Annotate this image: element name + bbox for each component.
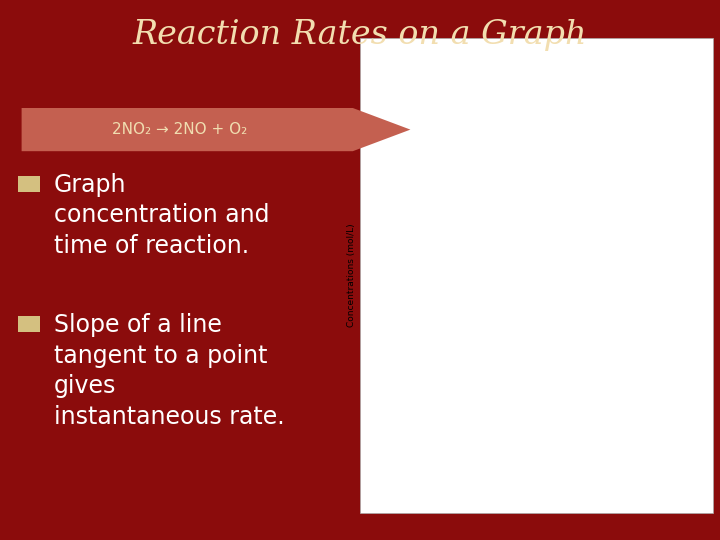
Text: 0.0036: 0.0036 xyxy=(395,232,420,238)
Text: 0.0003: 0.0003 xyxy=(639,383,665,389)
Text: 70 s: 70 s xyxy=(598,252,612,258)
Text: 70 s: 70 s xyxy=(598,402,612,408)
Text: O$_2$: O$_2$ xyxy=(611,429,622,441)
Text: NO$_2$: NO$_2$ xyxy=(440,111,458,123)
Text: Graph
concentration and
time of reaction.: Graph concentration and time of reaction… xyxy=(54,173,269,258)
Text: 2NO₂ → 2NO + O₂: 2NO₂ → 2NO + O₂ xyxy=(112,122,248,137)
Text: 0.0005: 0.0005 xyxy=(639,224,664,230)
Text: Reaction Rates on a Graph: Reaction Rates on a Graph xyxy=(132,19,588,51)
Text: Slope of a line
tangent to a point
gives
instantaneous rate.: Slope of a line tangent to a point gives… xyxy=(54,313,284,429)
Text: 110 s: 110 s xyxy=(448,331,467,337)
Text: Δt: Δt xyxy=(454,300,462,309)
Text: Δ[NO$_2$]: Δ[NO$_2$] xyxy=(434,206,462,219)
X-axis label: Time (s): Time (s) xyxy=(527,500,564,508)
Y-axis label: Concentrations (mol/L): Concentrations (mol/L) xyxy=(347,224,356,327)
Text: NO: NO xyxy=(541,268,554,278)
